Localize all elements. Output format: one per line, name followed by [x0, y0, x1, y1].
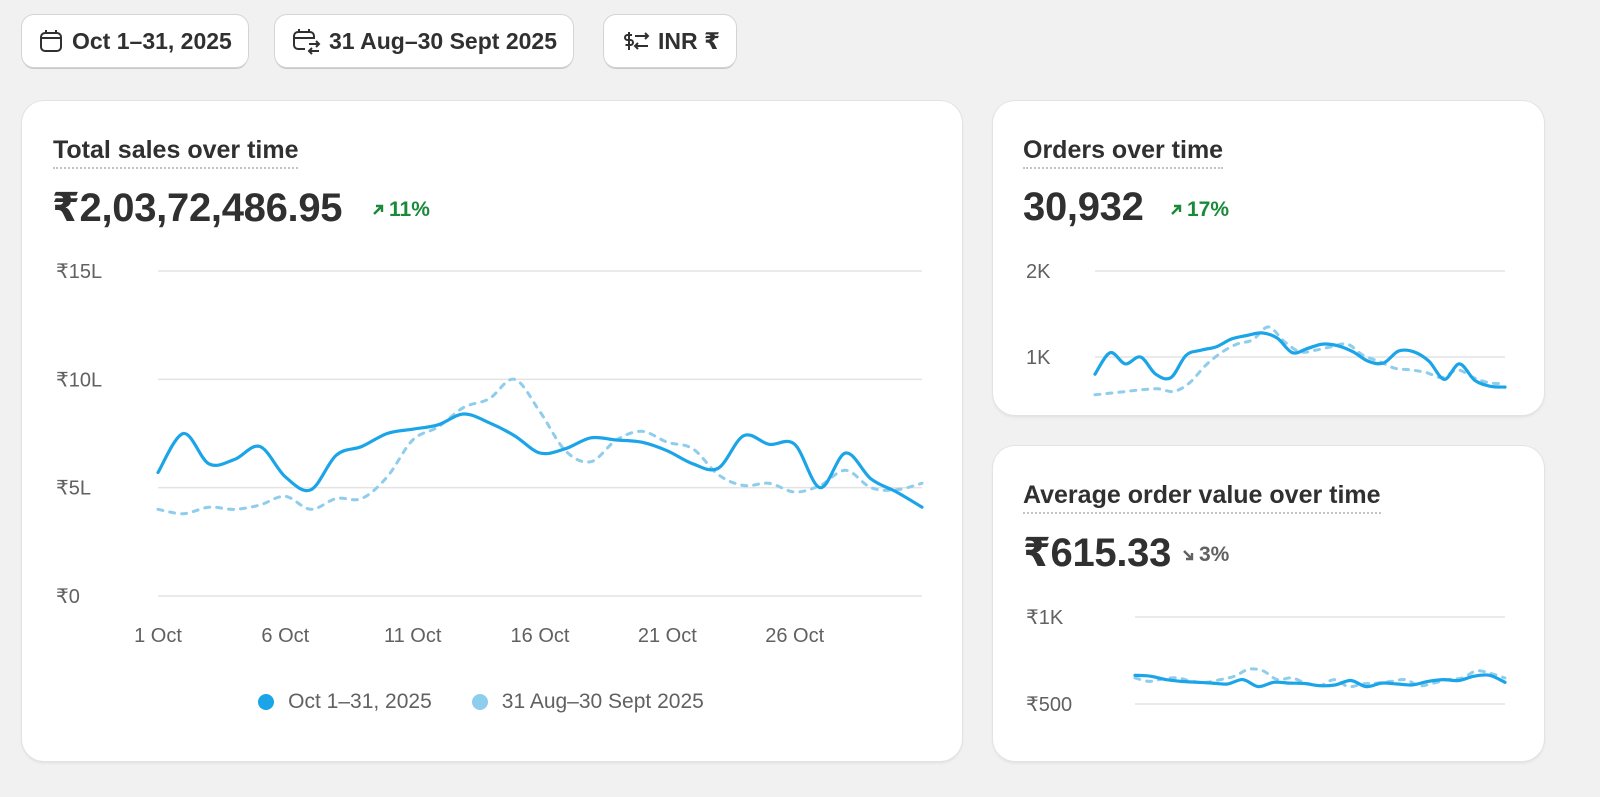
x-tick-label: 11 Oct — [384, 625, 442, 647]
currency-exchange-icon — [620, 28, 650, 54]
series-line-current — [156, 412, 924, 509]
orders-change-value: 17% — [1187, 198, 1230, 221]
x-tick-label: 21 Oct — [638, 625, 697, 647]
total-sales-legend: Oct 1–31, 2025 31 Aug–30 Sept 2025 — [0, 690, 962, 714]
orders-card — [993, 101, 1544, 415]
y-tick-label: ₹500 — [1026, 694, 1072, 716]
orders-chart: 1K 2K — [1026, 261, 1507, 397]
series-line-previous — [1133, 667, 1507, 689]
series-line-current — [1093, 331, 1507, 389]
arrow-down-right-icon — [1183, 550, 1194, 561]
aov-value: ₹615.33 — [1023, 531, 1172, 575]
orders-change: 17% — [1168, 198, 1229, 222]
x-tick-label: 26 Oct — [765, 625, 824, 647]
y-tick-label: ₹15L — [56, 261, 102, 283]
y-tick-label: 1K — [1026, 347, 1051, 369]
y-tick-label: ₹5L — [56, 478, 91, 500]
legend-item-current[interactable]: Oct 1–31, 2025 — [258, 690, 432, 714]
y-tick-label: ₹0 — [56, 586, 80, 608]
aov-change-value: 3% — [1199, 543, 1230, 566]
aov-card — [993, 446, 1544, 761]
orders-value: 30,932 — [1023, 185, 1144, 229]
arrow-up-right-icon — [373, 204, 384, 215]
aov-title[interactable]: Average order value over time — [1023, 481, 1381, 514]
legend-item-previous[interactable]: 31 Aug–30 Sept 2025 — [471, 690, 704, 714]
calendar-compare-icon — [291, 27, 321, 55]
series-line-current — [1133, 673, 1507, 689]
total-sales-card — [22, 101, 962, 761]
series-line-previous — [156, 377, 924, 516]
total-sales-title[interactable]: Total sales over time — [53, 136, 299, 169]
total-sales-value: ₹2,03,72,486.95 — [52, 186, 343, 230]
legend-label-current: Oct 1–31, 2025 — [288, 690, 432, 713]
total-sales-change: 11% — [370, 198, 430, 222]
calendar-icon — [38, 28, 64, 54]
date-range-label: Oct 1–31, 2025 — [72, 27, 232, 54]
arrow-up-right-icon — [1171, 204, 1182, 215]
total-sales-chart: ₹0 ₹5L ₹10L ₹15L 1 Oct 6 Oct 11 Oct 16 Oct 21 Oc… — [56, 261, 924, 647]
x-tick-label: 16 Oct — [511, 625, 570, 647]
compare-range-button[interactable]: 31 Aug–30 Sept 2025 — [275, 15, 573, 67]
legend-dot-previous — [471, 694, 488, 710]
aov-change: 3% — [1180, 543, 1229, 567]
series-line-previous — [1093, 325, 1507, 397]
x-tick-label: 6 Oct — [261, 625, 309, 647]
currency-button[interactable]: INR ₹ — [604, 15, 737, 67]
y-tick-label: 2K — [1026, 261, 1051, 283]
date-range-button[interactable]: Oct 1–31, 2025 — [22, 15, 248, 67]
compare-range-label: 31 Aug–30 Sept 2025 — [329, 27, 557, 54]
total-sales-change-value: 11% — [389, 198, 430, 221]
orders-title[interactable]: Orders over time — [1023, 136, 1224, 169]
y-tick-label: ₹1K — [1026, 607, 1064, 629]
legend-label-previous: 31 Aug–30 Sept 2025 — [501, 690, 704, 713]
currency-label: INR ₹ — [658, 27, 721, 54]
x-tick-label: 1 Oct — [134, 625, 182, 647]
legend-dot-current — [258, 694, 275, 710]
y-tick-label: ₹10L — [56, 369, 102, 391]
